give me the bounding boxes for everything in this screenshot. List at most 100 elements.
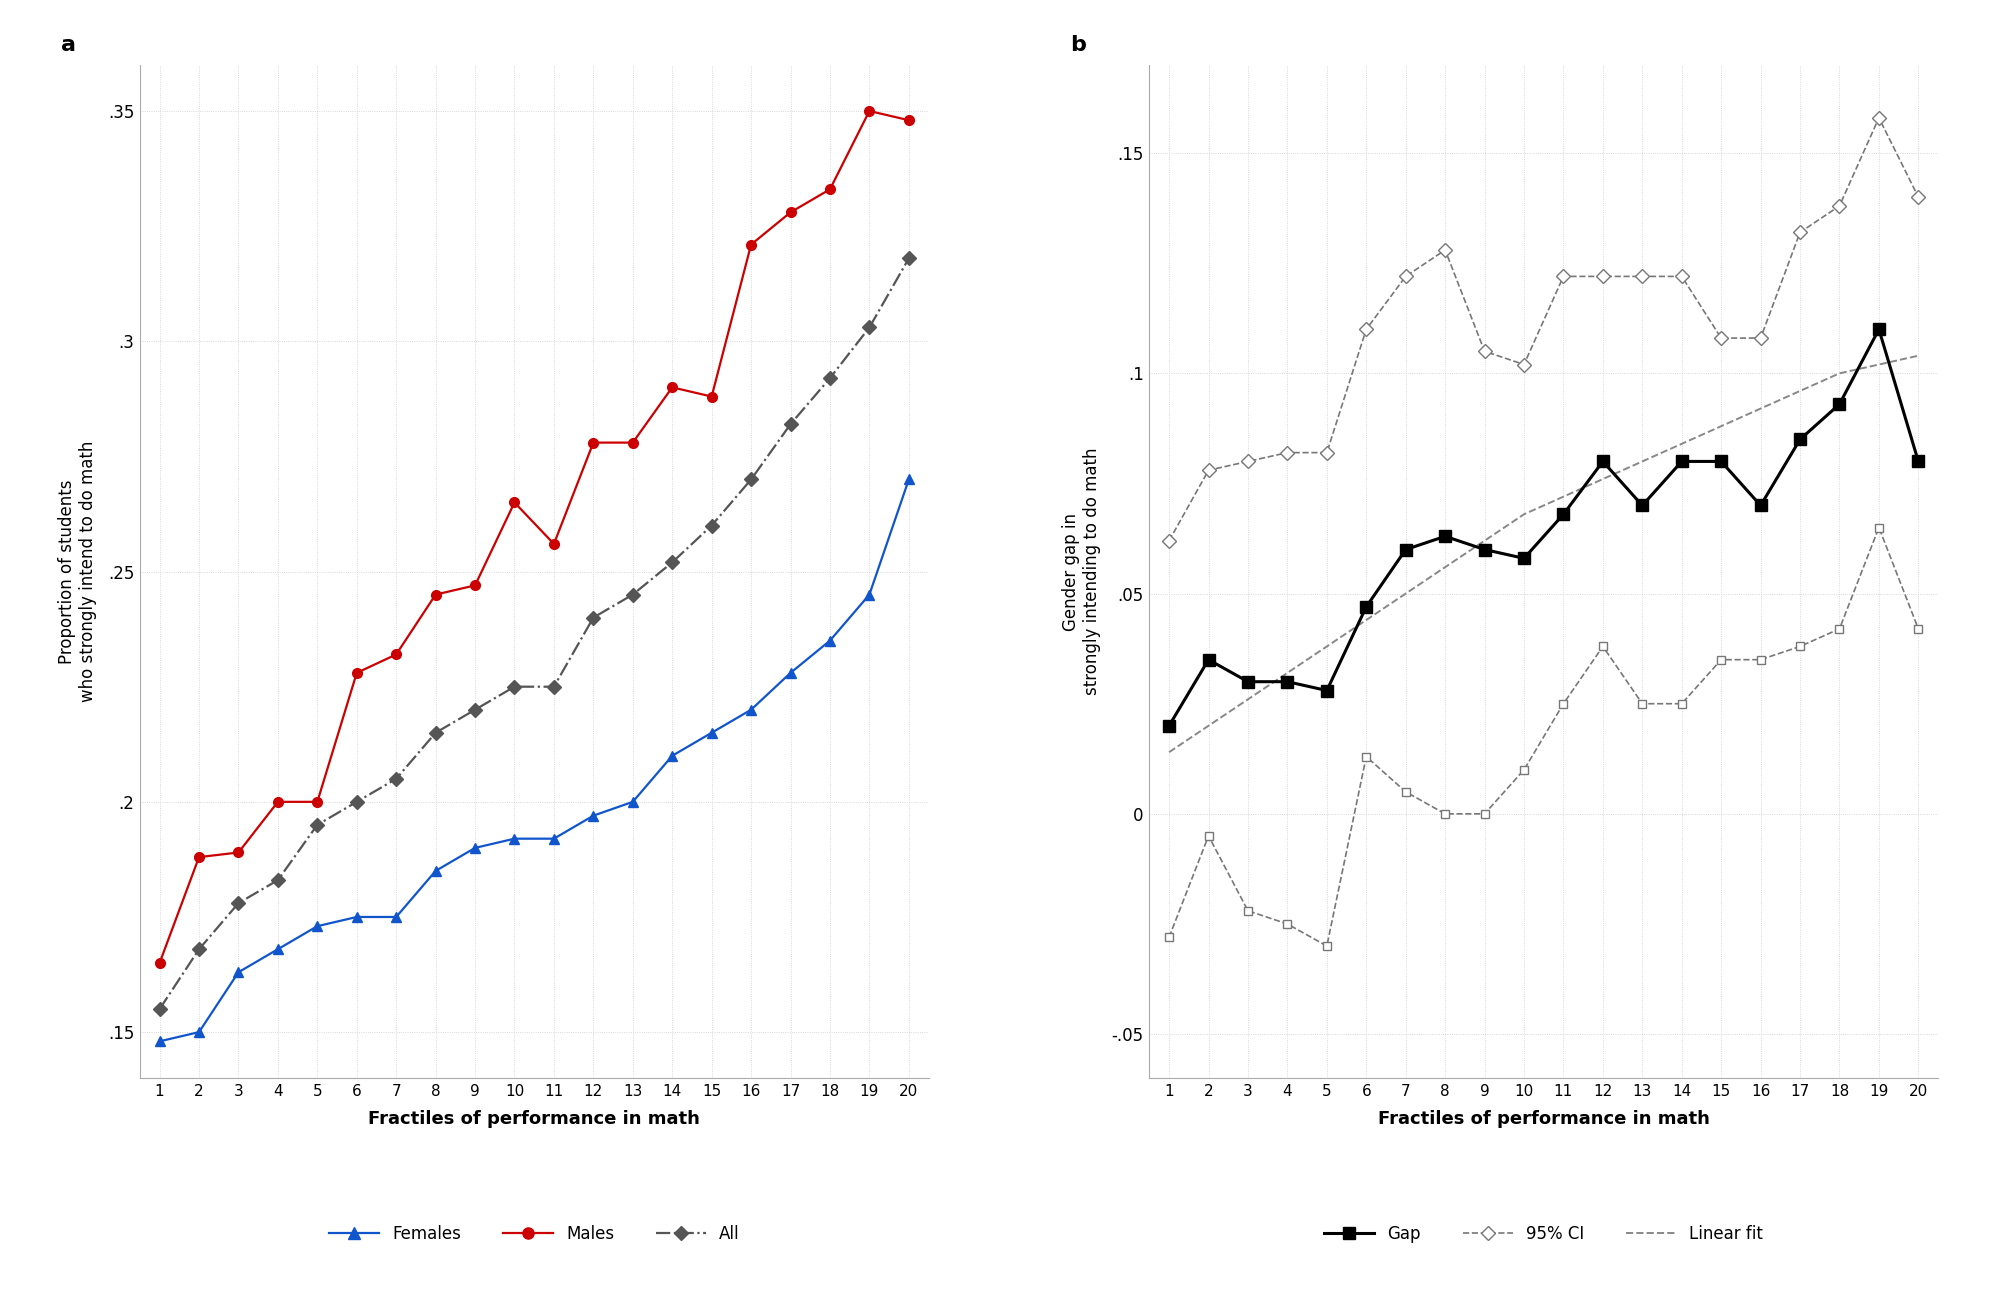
Females xyxy=(306,918,330,934)
Gap xyxy=(1748,498,1772,513)
Gap xyxy=(1512,551,1536,566)
95% CI xyxy=(1355,321,1379,336)
Females xyxy=(541,831,565,847)
Linear fit xyxy=(1512,507,1536,522)
Linear fit xyxy=(1630,453,1654,469)
Females xyxy=(501,831,525,847)
Gap xyxy=(1433,529,1457,544)
Y-axis label: Gender gap in
strongly intending to do math: Gender gap in strongly intending to do m… xyxy=(1061,448,1101,695)
Linear fit xyxy=(1748,401,1772,417)
Females xyxy=(659,748,683,764)
Linear fit xyxy=(1157,744,1181,760)
All xyxy=(897,251,921,266)
95% CI xyxy=(1433,242,1457,257)
All xyxy=(188,942,212,957)
Males xyxy=(266,794,290,809)
Linear fit xyxy=(1590,472,1614,487)
Males xyxy=(581,435,605,451)
Females xyxy=(148,1034,172,1050)
Gap xyxy=(1550,507,1574,522)
Females xyxy=(188,1025,212,1040)
Line: Linear fit: Linear fit xyxy=(1169,356,1918,752)
Males xyxy=(464,578,488,594)
All xyxy=(464,701,488,717)
All xyxy=(541,679,565,695)
95% CI xyxy=(1866,110,1890,126)
All xyxy=(857,320,881,335)
Gap xyxy=(1866,321,1890,336)
Males xyxy=(306,794,330,809)
Line: 95% CI: 95% CI xyxy=(1165,113,1924,546)
Males xyxy=(384,647,408,662)
Line: Males: Males xyxy=(154,107,913,968)
Females xyxy=(621,794,645,809)
All xyxy=(226,895,250,911)
All xyxy=(779,417,803,433)
95% CI xyxy=(1237,453,1261,469)
Linear fit xyxy=(1550,488,1574,504)
X-axis label: Fractiles of performance in math: Fractiles of performance in math xyxy=(368,1109,699,1128)
Gap xyxy=(1275,674,1299,690)
Gap xyxy=(1395,542,1419,557)
Males xyxy=(857,103,881,118)
Males xyxy=(346,665,370,681)
Females xyxy=(699,725,723,740)
Legend: Gap, 95% CI, Linear fit: Gap, 95% CI, Linear fit xyxy=(1317,1218,1770,1250)
Females xyxy=(739,701,763,717)
Males xyxy=(699,388,723,404)
95% CI xyxy=(1315,444,1339,460)
All xyxy=(424,725,448,740)
Gap xyxy=(1906,453,1930,469)
Gap xyxy=(1708,453,1732,469)
Males xyxy=(148,955,172,970)
95% CI xyxy=(1670,269,1694,284)
Line: All: All xyxy=(154,253,913,1015)
Linear fit xyxy=(1788,383,1812,399)
Gap xyxy=(1315,683,1339,699)
Text: a: a xyxy=(62,35,76,55)
95% CI xyxy=(1828,199,1852,214)
Females xyxy=(424,863,448,878)
Males xyxy=(424,587,448,603)
Males xyxy=(659,379,683,395)
Females xyxy=(897,472,921,487)
Gap xyxy=(1828,396,1852,412)
Males xyxy=(817,182,841,197)
All xyxy=(817,370,841,386)
Legend: Females, Males, All: Females, Males, All xyxy=(322,1218,747,1250)
All xyxy=(346,794,370,809)
All xyxy=(384,772,408,787)
Linear fit xyxy=(1315,639,1339,655)
95% CI xyxy=(1748,330,1772,346)
Y-axis label: Proportion of students
who strongly intend to do math: Proportion of students who strongly inte… xyxy=(58,440,96,703)
Linear fit xyxy=(1275,665,1299,681)
95% CI xyxy=(1275,444,1299,460)
All xyxy=(306,817,330,833)
95% CI xyxy=(1788,225,1812,240)
Females xyxy=(857,587,881,603)
Linear fit xyxy=(1866,357,1890,373)
Linear fit xyxy=(1906,348,1930,364)
Gap xyxy=(1355,599,1379,614)
Females xyxy=(779,665,803,681)
Females xyxy=(346,909,370,925)
Gap xyxy=(1788,431,1812,447)
95% CI xyxy=(1157,533,1181,548)
95% CI xyxy=(1550,269,1574,284)
95% CI xyxy=(1590,269,1614,284)
All xyxy=(659,555,683,570)
95% CI xyxy=(1512,357,1536,373)
Males xyxy=(621,435,645,451)
All xyxy=(501,679,525,695)
All xyxy=(621,587,645,603)
95% CI xyxy=(1473,343,1497,359)
Males xyxy=(779,204,803,220)
Line: Females: Females xyxy=(154,474,913,1046)
95% CI xyxy=(1395,269,1419,284)
Females xyxy=(464,840,488,856)
All xyxy=(148,1002,172,1017)
Females xyxy=(266,942,290,957)
Males xyxy=(541,536,565,552)
95% CI xyxy=(1197,462,1221,478)
Linear fit xyxy=(1197,718,1221,734)
